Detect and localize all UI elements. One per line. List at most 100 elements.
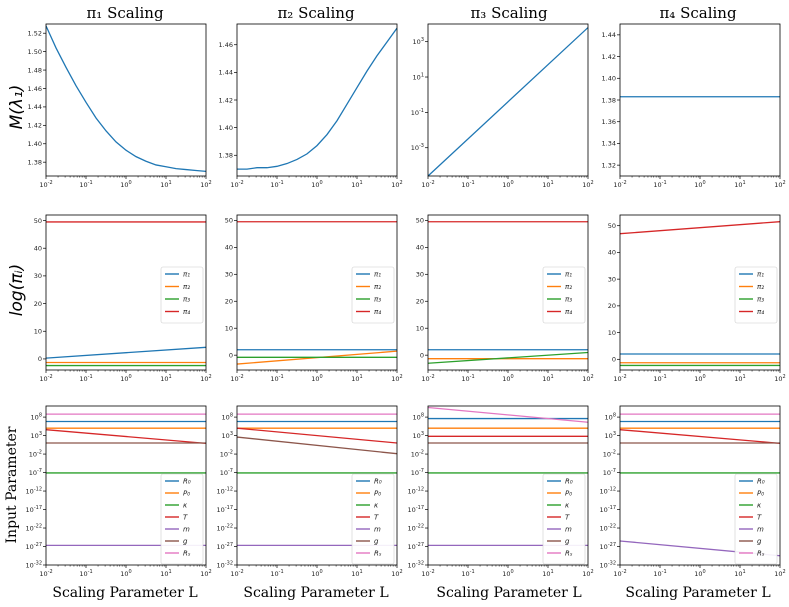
y-tick-label: 1.48 <box>28 66 42 74</box>
x-tick-label: 101 <box>160 180 171 189</box>
x-tick-label: 10-2 <box>230 374 243 383</box>
legend-box <box>351 266 395 324</box>
x-tick-label: 102 <box>582 180 593 189</box>
y-tick-label: 10-7 <box>603 468 616 477</box>
x-tick-label: 101 <box>734 569 745 578</box>
x-tick-label: 102 <box>774 569 785 578</box>
y-tick-label: 0 <box>38 355 42 363</box>
series-line-π₄ <box>620 221 780 235</box>
column-title-pi4: π₄ Scaling <box>659 4 737 22</box>
series-line-g <box>237 436 397 455</box>
x-tick-label: 101 <box>351 569 362 578</box>
legend-box <box>351 473 395 565</box>
series-group <box>237 221 397 365</box>
legend-label: m <box>757 526 764 534</box>
legend-label: R₀ <box>757 478 765 486</box>
x-tick-label: 101 <box>160 374 171 383</box>
legend-label: π₂ <box>374 283 381 291</box>
y-tick-label: 1.44 <box>602 31 616 39</box>
y-tick-label: 10-12 <box>408 487 424 496</box>
y-tick-label: 1.32 <box>602 161 616 169</box>
xlabel-col4: Scaling Parameter L <box>625 585 770 601</box>
legend-label: P₀ <box>374 490 381 498</box>
y-tick-label: 20 <box>416 298 424 306</box>
y-tick-label: 10-17 <box>217 505 233 514</box>
y-tick-label: 10-1 <box>411 108 424 117</box>
series-line-T <box>620 429 780 444</box>
x-tick-label: 100 <box>694 180 705 189</box>
y-tick-label: 10-7 <box>411 468 424 477</box>
x-tick-label: 100 <box>311 374 322 383</box>
series-group <box>620 221 780 367</box>
x-tick-label: 102 <box>582 569 593 578</box>
panel-r2c3: 10-2 10-1 100 101 102 10-32 10-27 10-22 10-17 10-… <box>600 405 786 578</box>
column-title-pi2: π₂ Scaling <box>277 4 355 22</box>
y-tick-label: 10-22 <box>217 524 233 533</box>
legend-label: m <box>374 526 381 534</box>
legend-label: Rₛ <box>374 550 382 558</box>
y-tick-label: 10-12 <box>600 487 616 496</box>
panel-r2c2: 10-2 10-1 100 101 102 10-32 10-27 10-22 10-17 10-… <box>408 405 594 578</box>
panel-r0c3: 10-2 10-1 100 101 102 1.32 1.34 1.36 1.38 1.40 1.4… <box>602 23 786 189</box>
y-tick-label: 108 <box>605 413 616 422</box>
legend-label: κ <box>183 502 188 510</box>
y-tick-label: 40 <box>225 244 233 252</box>
legend-label: P₀ <box>565 490 572 498</box>
x-tick-label: 101 <box>734 374 745 383</box>
y-tick-label: 1.34 <box>602 140 616 148</box>
y-tick-label: 50 <box>34 217 42 225</box>
axes-frame <box>45 23 207 177</box>
column-title-pi3: π₃ Scaling <box>470 4 548 22</box>
x-tick-label: 102 <box>391 374 402 383</box>
y-tick-label: 1.50 <box>28 48 42 56</box>
y-tick-label: 108 <box>413 413 424 422</box>
legend-label: π₂ <box>757 283 764 291</box>
legend-box <box>542 266 586 324</box>
xlabel-col2: Scaling Parameter L <box>243 585 388 601</box>
y-tick-label: 30 <box>34 272 42 280</box>
y-tick-label: 1.40 <box>28 140 42 148</box>
y-tick-label: 20 <box>225 298 233 306</box>
x-tick-label: 10-2 <box>421 180 434 189</box>
legend: π₁ π₂ π₃ π₄ <box>542 266 586 324</box>
legend-label: π₃ <box>183 296 190 304</box>
y-tick-label: 10-22 <box>408 524 424 533</box>
legend-label: T <box>183 514 188 522</box>
y-tick-label: 10 <box>34 328 42 336</box>
legend-label: π₃ <box>757 296 764 304</box>
series-line-M(λ₁) <box>237 27 397 170</box>
y-tick-label: 1.46 <box>219 41 233 49</box>
legend-label: T <box>565 514 570 522</box>
y-tick-label: 0 <box>229 351 233 359</box>
y-tick-label: 10-22 <box>600 524 616 533</box>
y-tick-label: 10-27 <box>408 542 424 551</box>
legend-label: g <box>757 538 762 546</box>
x-tick-label: 102 <box>200 374 211 383</box>
y-tick-label: 1.52 <box>28 30 42 38</box>
y-tick-label: 1.46 <box>28 85 42 93</box>
legend-label: g <box>183 538 188 546</box>
x-tick-label: 100 <box>502 374 513 383</box>
legend-label: g <box>565 538 570 546</box>
legend-label: Rₛ <box>757 550 765 558</box>
x-tick-label: 100 <box>120 180 131 189</box>
x-tick-label: 101 <box>734 180 745 189</box>
y-tick-label: 10-12 <box>217 487 233 496</box>
x-tick-label: 10-1 <box>270 374 283 383</box>
legend-label: T <box>757 514 762 522</box>
x-tick-label: 10-1 <box>270 180 283 189</box>
x-tick-label: 102 <box>774 180 785 189</box>
y-tick-label: 10 <box>225 325 233 333</box>
legend-label: π₁ <box>757 271 764 279</box>
x-tick-label: 10-1 <box>79 569 92 578</box>
series-group <box>620 413 780 557</box>
y-tick-label: 30 <box>608 275 616 283</box>
y-tick-label: 1.38 <box>219 152 233 160</box>
x-tick-label: 10-2 <box>39 569 52 578</box>
panel-r0c1: 10-2 10-1 100 101 102 1.38 1.40 1.42 1.44 1.46 <box>219 23 403 189</box>
x-tick-label: 100 <box>311 180 322 189</box>
y-tick-label: 10-17 <box>600 505 616 514</box>
